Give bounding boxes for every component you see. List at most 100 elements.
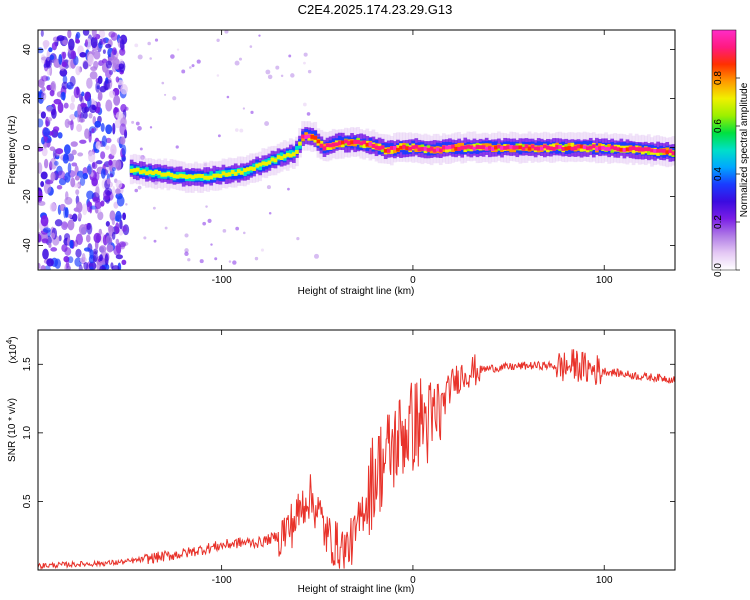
heatmap-cell bbox=[417, 147, 422, 152]
heatmap-cell bbox=[472, 146, 477, 151]
heatmap-cell bbox=[619, 147, 624, 152]
heatmap-cell bbox=[48, 47, 53, 53]
heatmap-cell bbox=[134, 43, 139, 48]
heatmap-cell bbox=[64, 172, 71, 183]
heatmap-cell bbox=[328, 143, 333, 148]
heatmap-cell bbox=[98, 245, 107, 253]
heatmap-cell bbox=[203, 175, 207, 180]
heatmap-cell bbox=[484, 143, 489, 151]
heatmap-cell bbox=[69, 113, 77, 120]
heatmap-cell bbox=[243, 231, 246, 235]
heatmap-cell bbox=[42, 227, 51, 233]
heatmap-cell bbox=[74, 175, 80, 181]
heatmap-cell bbox=[631, 146, 636, 151]
heatmap-cell bbox=[41, 238, 49, 244]
heatmap-cell bbox=[659, 148, 663, 153]
heatmap-cell bbox=[164, 93, 167, 96]
heatmap-cell bbox=[172, 96, 177, 101]
heatmap-cell bbox=[86, 190, 94, 200]
heatmap-cell bbox=[97, 75, 103, 85]
heatmap-cell bbox=[48, 242, 52, 248]
heatmap-cell bbox=[71, 162, 78, 167]
heatmap-cell bbox=[77, 212, 82, 220]
heatmap-cell bbox=[254, 256, 259, 261]
heatmap-cell bbox=[102, 49, 106, 54]
heatmap-cell bbox=[296, 237, 300, 241]
snr-y-exponent-base: (x10 bbox=[8, 344, 19, 364]
heatmap-cell bbox=[243, 168, 247, 173]
heatmap-cell bbox=[230, 170, 235, 174]
heatmap-cell bbox=[500, 145, 504, 150]
snr-x-label: Height of straight line (km) bbox=[298, 584, 415, 595]
spectrogram-frame bbox=[37, 29, 676, 271]
heatmap-cell bbox=[124, 106, 129, 111]
heatmap-cell bbox=[84, 128, 90, 139]
heatmap-cell bbox=[301, 134, 305, 139]
heatmap-cell bbox=[261, 161, 266, 166]
heatmap-cell bbox=[341, 140, 345, 145]
heatmap-cell bbox=[411, 145, 416, 150]
heatmap-cell bbox=[275, 65, 280, 70]
heatmap-cell bbox=[104, 253, 109, 266]
heatmap-cell bbox=[290, 73, 295, 78]
heatmap-cell bbox=[164, 226, 168, 230]
heatmap-cell bbox=[543, 144, 547, 149]
heatmap-cell bbox=[216, 38, 220, 42]
heatmap-cell bbox=[469, 145, 474, 150]
heatmap-cell bbox=[154, 38, 159, 42]
heatmap-cell bbox=[506, 145, 510, 150]
heatmap-cell bbox=[43, 158, 49, 169]
heatmap-cell bbox=[451, 145, 455, 153]
x-tick-label: 0 bbox=[410, 575, 416, 586]
heatmap-cell bbox=[546, 145, 550, 150]
heatmap-cell bbox=[595, 146, 599, 151]
snr-y-exponent-close: ) bbox=[8, 336, 19, 339]
heatmap-cell bbox=[86, 77, 93, 89]
heatmap-cell bbox=[84, 106, 90, 113]
heatmap-cell bbox=[112, 122, 116, 135]
heatmap-cell bbox=[218, 170, 223, 178]
heatmap-cell bbox=[303, 61, 306, 65]
heatmap-cell bbox=[217, 134, 221, 138]
heatmap-cell bbox=[573, 146, 578, 151]
heatmap-cell bbox=[432, 148, 437, 153]
heatmap-cell bbox=[389, 146, 394, 150]
heatmap-cell bbox=[99, 265, 106, 270]
heatmap-cell bbox=[494, 145, 498, 150]
heatmap-cell bbox=[212, 173, 217, 178]
heatmap-cell bbox=[149, 57, 152, 60]
heatmap-cell bbox=[166, 171, 171, 176]
heatmap-cell bbox=[72, 213, 78, 222]
y-tick-label: 1.5 bbox=[22, 357, 33, 371]
heatmap-cell bbox=[98, 30, 106, 39]
heatmap-cell bbox=[644, 147, 648, 152]
heatmap-cell bbox=[135, 167, 140, 172]
heatmap-cell bbox=[273, 158, 278, 163]
heatmap-cell bbox=[368, 142, 373, 147]
chart-title: C2E4.2025.174.23.29.G13 bbox=[297, 2, 453, 17]
heatmap-cell bbox=[115, 192, 123, 200]
heatmap-cell bbox=[115, 76, 120, 83]
heatmap-cell bbox=[295, 150, 299, 154]
heatmap-cell bbox=[64, 118, 71, 129]
heatmap-cell bbox=[82, 172, 89, 180]
heatmap-cell bbox=[70, 95, 76, 103]
heatmap-cell bbox=[634, 147, 639, 152]
heatmap-cell bbox=[191, 175, 195, 180]
heatmap-cell bbox=[108, 90, 116, 98]
heatmap-cell bbox=[337, 141, 342, 146]
heatmap-cell bbox=[51, 232, 56, 239]
heatmap-cell bbox=[197, 173, 201, 178]
y-tick-label: -20 bbox=[22, 189, 33, 204]
heatmap-cell bbox=[119, 48, 126, 56]
heatmap-cell bbox=[420, 146, 425, 151]
heatmap-cell bbox=[610, 145, 615, 150]
heatmap-cell bbox=[51, 108, 57, 119]
heatmap-cell bbox=[628, 146, 633, 151]
heatmap-cell bbox=[561, 146, 566, 151]
heatmap-cell bbox=[118, 241, 127, 248]
heatmap-cell bbox=[145, 167, 149, 175]
heatmap-cell bbox=[191, 64, 195, 68]
heatmap-cell bbox=[613, 146, 618, 151]
heatmap-cell bbox=[135, 121, 140, 126]
